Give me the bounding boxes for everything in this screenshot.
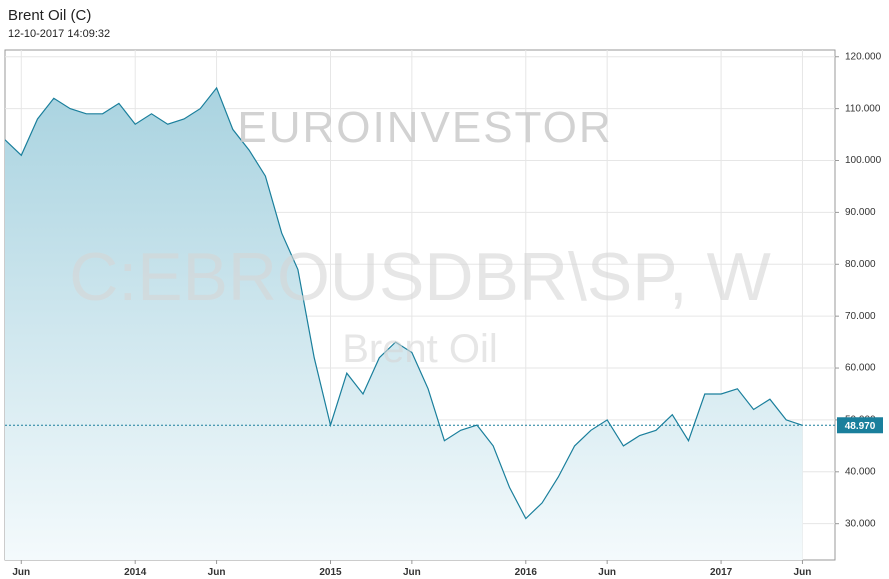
last-value-label: 48.970 [845, 421, 876, 432]
y-tick-label: 100.000 [845, 155, 882, 166]
y-tick-label: 40.000 [845, 466, 876, 477]
y-tick-label: 30.000 [845, 518, 876, 529]
y-tick-label: 70.000 [845, 311, 876, 322]
watermark-logo: EUROINVESTOR [237, 103, 612, 152]
area-fill [5, 87, 803, 560]
chart-subtitle: 12-10-2017 14:09:32 [8, 28, 110, 40]
last-value-box [837, 417, 883, 434]
chart-title: Brent Oil (C) [8, 7, 91, 24]
y-tick-label: 80.000 [845, 259, 876, 270]
x-tick-label: Jun [598, 567, 616, 578]
x-tick-label: Jun [12, 567, 30, 578]
x-tick-label: Jun [403, 567, 421, 578]
x-tick-label: 2017 [710, 567, 733, 578]
x-tick-label: Jun [794, 567, 812, 578]
watermark-symbol: C:EBROUSDBR\SP, W [69, 239, 771, 315]
y-tick-label: 120.000 [845, 51, 882, 62]
y-tick-label: 110.000 [845, 103, 881, 114]
watermark-name: Brent Oil [342, 327, 498, 371]
x-tick-label: 2016 [515, 567, 538, 578]
x-tick-label: Jun [208, 567, 226, 578]
y-tick-label: 90.000 [845, 207, 876, 218]
x-tick-label: 2015 [319, 567, 342, 578]
y-tick-label: 60.000 [845, 363, 876, 374]
x-tick-label: 2014 [124, 567, 147, 578]
price-line [5, 86, 803, 520]
